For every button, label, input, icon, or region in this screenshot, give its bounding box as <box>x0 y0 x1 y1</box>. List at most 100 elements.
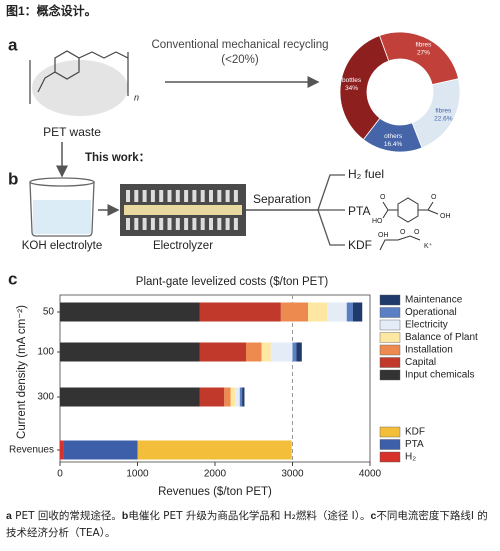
bar-segment <box>60 302 200 322</box>
arrow-subtext: (<20%) <box>221 54 259 66</box>
bar-segment <box>60 387 200 407</box>
legend-label: Capital <box>405 357 436 368</box>
y-tick-label: Revenues <box>9 445 54 456</box>
bar-segment <box>280 302 308 322</box>
atom-label: O <box>380 194 386 201</box>
bar-segment <box>224 387 231 407</box>
plate <box>225 190 230 202</box>
y-tick-label: 100 <box>37 347 54 358</box>
atom-label: OH <box>440 213 451 220</box>
plate <box>209 218 213 230</box>
plate <box>126 218 130 230</box>
caption-text: 不同电流密度下路线I 的技术经济分析（TEA）。 <box>6 510 488 539</box>
figure: 图1：概念设计。 a n PET waste Conventional mech… <box>6 3 478 498</box>
segment-value: 16.4% <box>384 141 403 148</box>
figure-title: 图1：概念设计。 <box>6 3 97 18</box>
plate <box>126 190 130 202</box>
plate <box>134 190 139 202</box>
donut-chart: fibres27%fibres22.6%others16.4%bottles34… <box>339 31 461 153</box>
plate <box>217 190 222 202</box>
legend-label: Operational <box>405 307 457 318</box>
legend-swatch <box>379 426 401 438</box>
segment-value: 34% <box>345 85 358 92</box>
legend-label: PTA <box>405 439 424 450</box>
y-tick-label: 50 <box>43 307 55 318</box>
subscript: n <box>134 92 139 102</box>
bar-chart: Plant-gate levelized costs ($/ton PET) Cu… <box>9 276 478 498</box>
bar-segment <box>346 302 353 322</box>
legend-swatch <box>379 294 401 306</box>
legend-swatch <box>379 319 401 331</box>
plate <box>159 218 164 230</box>
bar-segment <box>199 342 246 362</box>
kdf-structure <box>379 235 421 251</box>
segment-value: 22.6% <box>434 116 453 123</box>
segment-label: others <box>384 133 403 140</box>
legend-swatch <box>379 369 401 381</box>
plate <box>134 218 139 230</box>
plate <box>184 218 189 230</box>
plate <box>200 190 205 202</box>
bar-segment <box>270 342 293 362</box>
atom-label: O <box>400 229 406 236</box>
bar-segment <box>199 387 225 407</box>
bar-segment <box>239 387 243 407</box>
beaker <box>29 177 95 237</box>
plate <box>167 190 172 202</box>
x-tick-label: 4000 <box>359 469 382 480</box>
legend-swatch <box>379 439 401 450</box>
donut-segment <box>339 35 390 141</box>
waste-label: PET waste <box>43 125 101 139</box>
legend-label: Electricity <box>405 320 448 331</box>
panel-label: b <box>8 169 18 188</box>
atom-label: HO <box>372 218 383 225</box>
legend-swatch <box>379 451 401 463</box>
bar-segment <box>292 342 297 362</box>
bar-segment <box>199 302 281 322</box>
bar-segment <box>230 387 236 407</box>
legend-label: Installation <box>405 345 453 356</box>
bar-segment <box>296 342 302 362</box>
electrolyzer <box>120 184 246 236</box>
bar-segment <box>242 387 245 407</box>
plate <box>150 218 155 230</box>
plate <box>200 218 205 230</box>
bar-segment <box>63 440 138 460</box>
plate <box>192 218 197 230</box>
legend-swatch <box>379 332 401 343</box>
legend-label: Balance of Plant <box>405 332 478 343</box>
y-tick-label: 300 <box>37 392 54 403</box>
atom-label: OH <box>378 232 389 239</box>
caption-text: PET 回收的常规途径。 <box>11 510 122 522</box>
product-label: H₂ fuel <box>348 167 384 181</box>
plate <box>175 218 180 230</box>
pet-structure <box>29 50 129 116</box>
bar-segment <box>60 440 64 460</box>
y-axis-label: Current density (mA cm⁻²) <box>16 305 28 439</box>
panel-label: c <box>8 269 17 288</box>
bar-segment <box>246 342 262 362</box>
x-tick-label: 0 <box>57 469 63 480</box>
separation-label: Separation <box>253 192 311 206</box>
plate <box>167 218 172 230</box>
electrolyte-label: KOH electrolyte <box>22 240 103 252</box>
x-tick-label: 2000 <box>204 469 227 480</box>
legend-swatch <box>379 307 401 318</box>
segment-label: fibres <box>435 108 452 115</box>
bar-segment <box>235 387 240 407</box>
plate <box>209 190 213 202</box>
segment-label: bottles <box>342 77 362 84</box>
branch-arrows <box>317 174 345 246</box>
pta-structure <box>382 197 439 223</box>
plate <box>217 218 222 230</box>
x-tick-label: 1000 <box>126 469 149 480</box>
product-label: PTA <box>348 204 370 218</box>
bar-segment <box>352 302 363 322</box>
plate <box>233 190 238 202</box>
plate <box>192 190 197 202</box>
x-axis-label: Revenues ($/ton PET) <box>158 486 272 498</box>
atom-label: O <box>414 229 420 236</box>
plate <box>175 190 180 202</box>
arrow-text: Conventional mechanical recycling <box>151 39 328 51</box>
